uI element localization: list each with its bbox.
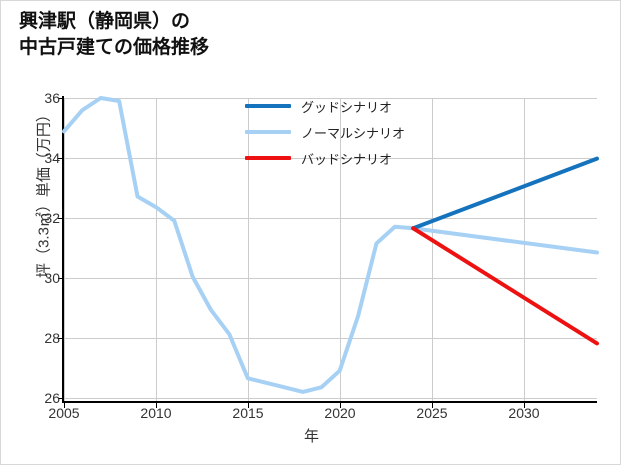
- y-tick-labels: 36 34 32 30 28 26: [15, 1, 60, 466]
- x-tick-mark-2020: [340, 403, 341, 408]
- y-tick-label-26: 26: [44, 390, 60, 406]
- y-axis-title: 坪（3.3㎡）単価（万円）: [35, 107, 53, 278]
- y-tick-mark-36: [58, 98, 63, 99]
- y-tick-mark-34: [58, 158, 63, 159]
- legend-item-bad[interactable]: バッドシナリオ: [245, 145, 455, 171]
- gridline-y-26: [64, 398, 597, 399]
- legend-item-normal[interactable]: ノーマルシナリオ: [245, 119, 455, 145]
- y-tick-mark-30: [58, 278, 63, 279]
- gridline-x-2005: [64, 98, 65, 401]
- chart-legend: グッドシナリオ ノーマルシナリオ バッドシナリオ: [245, 93, 455, 171]
- gridline-y-28: [64, 338, 597, 339]
- x-tick-label-2015: 2015: [232, 405, 264, 421]
- legend-swatch-good: [245, 104, 291, 108]
- y-tick-label-34: 34: [44, 150, 60, 166]
- legend-label-bad: バッドシナリオ: [301, 151, 393, 167]
- y-tick-mark-28: [58, 338, 63, 339]
- x-tick-mark-2010: [156, 403, 157, 408]
- x-axis-spine: [62, 401, 597, 403]
- x-tick-label-2020: 2020: [324, 405, 356, 421]
- legend-swatch-normal: [245, 130, 291, 134]
- x-tick-mark-2030: [524, 403, 525, 408]
- y-tick-label-36: 36: [44, 90, 60, 106]
- y-tick-mark-26: [58, 398, 63, 399]
- gridline-x-2030: [524, 98, 525, 401]
- y-tick-label-28: 28: [44, 330, 60, 346]
- legend-label-good: グッドシナリオ: [301, 99, 393, 115]
- x-tick-mark-2015: [248, 403, 249, 408]
- legend-swatch-bad: [245, 156, 291, 160]
- y-tick-label-32: 32: [44, 210, 60, 226]
- y-axis-spine: [62, 96, 64, 403]
- x-tick-label-2005: 2005: [48, 405, 80, 421]
- legend-item-good[interactable]: グッドシナリオ: [245, 93, 455, 119]
- gridline-y-32: [64, 218, 597, 219]
- gridline-y-30: [64, 278, 597, 279]
- gridline-x-2010: [156, 98, 157, 401]
- x-tick-label-2010: 2010: [140, 405, 172, 421]
- x-axis-title: 年: [303, 428, 319, 445]
- x-tick-label-2030: 2030: [508, 405, 540, 421]
- x-tick-mark-2025: [432, 403, 433, 408]
- y-tick-mark-32: [58, 218, 63, 219]
- page-title: 興津駅（静岡県）の 中古戸建ての価格推移: [19, 11, 210, 59]
- y-tick-label-30: 30: [44, 270, 60, 286]
- x-tick-label-2025: 2025: [416, 405, 448, 421]
- x-tick-mark-2005: [64, 403, 65, 408]
- legend-label-normal: ノーマルシナリオ: [301, 125, 406, 141]
